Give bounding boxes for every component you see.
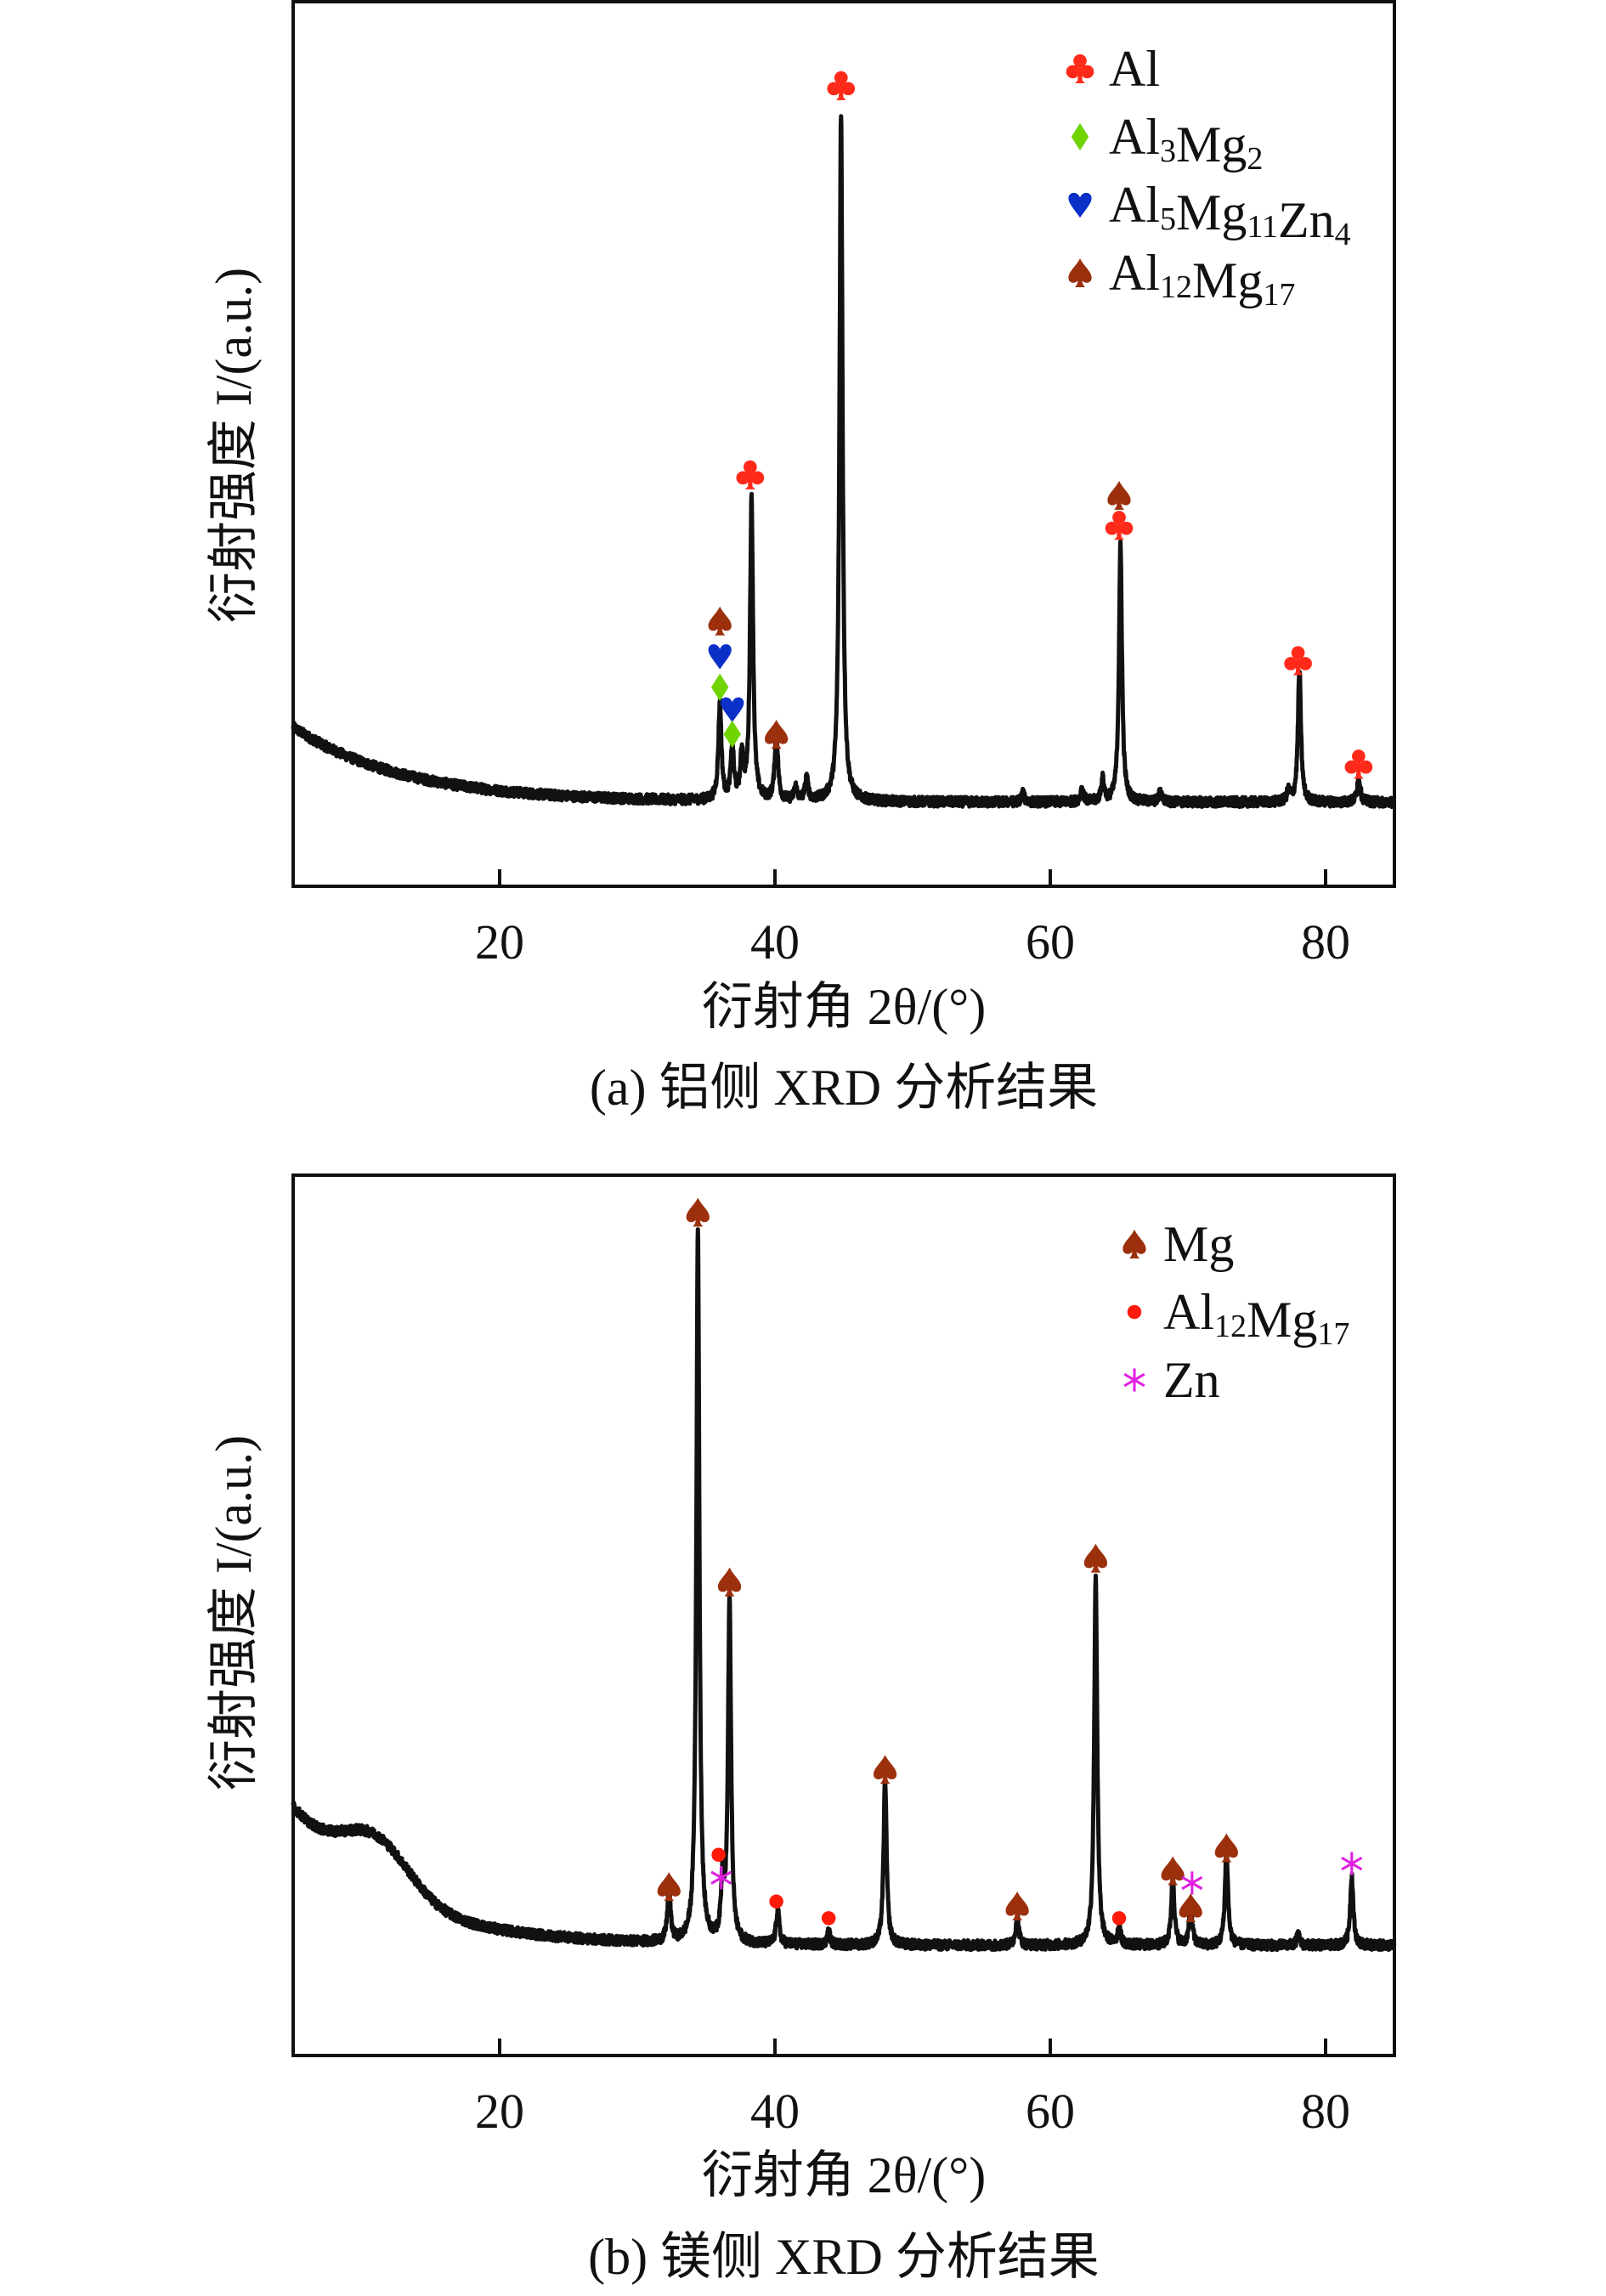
legend-label: Al12Mg17 bbox=[1163, 1284, 1349, 1352]
panel-b-magnesium-side: 衍射强度 I/(a.u.) 衍射角 2θ/(°) (b) 镁侧 XRD 分析结果… bbox=[206, 1173, 1397, 2285]
spade-peak-marker-icon bbox=[657, 1872, 681, 1902]
asterisk-peak-marker-icon bbox=[1341, 1852, 1363, 1875]
x-tick-label: 40 bbox=[750, 2084, 800, 2139]
spade-peak-marker-icon bbox=[686, 1197, 710, 1227]
x-tick-label: 80 bbox=[1301, 2084, 1350, 2139]
x-axis-label: 衍射角 2θ/(°) bbox=[702, 2147, 986, 2203]
x-tick-label: 20 bbox=[475, 914, 524, 970]
spade-peak-marker-icon bbox=[874, 1755, 897, 1784]
spade-peak-marker-icon bbox=[765, 719, 789, 749]
spade-peak-marker-icon bbox=[1107, 480, 1131, 510]
legend-label: Al12Mg17 bbox=[1109, 245, 1295, 313]
spade-peak-marker-icon bbox=[1179, 1892, 1202, 1922]
y-axis-label: 衍射强度 I/(a.u.) bbox=[206, 268, 262, 623]
x-tick-label: 60 bbox=[1026, 914, 1075, 970]
dot-peak-marker-icon bbox=[1111, 1911, 1127, 1926]
plot-frame bbox=[291, 0, 1396, 888]
panel-a-aluminum-side: 衍射强度 I/(a.u.) 衍射角 2θ/(°) (a) 铝侧 XRD 分析结果… bbox=[206, 0, 1397, 1116]
y-axis-label: 衍射强度 I/(a.u.) bbox=[206, 1435, 262, 1790]
spade-peak-marker-icon bbox=[1161, 1856, 1185, 1886]
club-peak-marker-icon bbox=[736, 460, 765, 489]
club-legend-icon bbox=[1066, 54, 1094, 83]
club-peak-marker-icon bbox=[1105, 511, 1134, 540]
legend-label: Zn bbox=[1163, 1352, 1220, 1408]
heart-legend-icon bbox=[1068, 192, 1092, 218]
diamond-peak-marker-icon bbox=[711, 673, 729, 701]
dot-peak-marker-icon bbox=[711, 1847, 726, 1863]
x-tick-label: 40 bbox=[750, 914, 800, 970]
asterisk-legend-icon bbox=[1123, 1368, 1145, 1392]
legend-label: Mg bbox=[1163, 1216, 1234, 1272]
dot-peak-marker-icon bbox=[769, 1894, 783, 1909]
legend-label: Al3Mg2 bbox=[1109, 109, 1263, 177]
diamond-peak-marker-icon bbox=[723, 720, 741, 749]
panel-caption: (b) 镁侧 XRD 分析结果 bbox=[588, 2229, 1100, 2285]
panel-caption: (a) 铝侧 XRD 分析结果 bbox=[590, 1060, 1098, 1116]
diamond-legend-icon bbox=[1071, 122, 1089, 151]
x-tick-label: 60 bbox=[1026, 2084, 1075, 2139]
club-peak-marker-icon bbox=[827, 71, 856, 100]
spade-legend-icon bbox=[1123, 1230, 1146, 1258]
x-tick-label: 80 bbox=[1301, 914, 1350, 970]
spade-peak-marker-icon bbox=[1005, 1891, 1029, 1920]
asterisk-peak-marker-icon bbox=[710, 1866, 732, 1890]
dot-legend-icon bbox=[1127, 1304, 1142, 1320]
x-axis-label: 衍射角 2θ/(°) bbox=[702, 979, 986, 1035]
legend-label: Al5Mg11Zn4 bbox=[1109, 177, 1351, 252]
xrd-pattern-line bbox=[291, 114, 1397, 810]
dot-peak-marker-icon bbox=[821, 1911, 836, 1926]
club-peak-marker-icon bbox=[1344, 749, 1373, 779]
heart-peak-marker-icon bbox=[721, 697, 744, 723]
spade-peak-marker-icon bbox=[717, 1567, 742, 1597]
heart-peak-marker-icon bbox=[708, 644, 732, 670]
spade-peak-marker-icon bbox=[1083, 1543, 1108, 1573]
spade-peak-marker-icon bbox=[708, 606, 732, 636]
x-tick-label: 20 bbox=[475, 2084, 524, 2139]
spade-legend-icon bbox=[1068, 258, 1092, 287]
asterisk-peak-marker-icon bbox=[1181, 1871, 1203, 1895]
club-peak-marker-icon bbox=[1284, 646, 1312, 676]
spade-peak-marker-icon bbox=[1214, 1833, 1238, 1863]
plot-frame bbox=[291, 1173, 1396, 2057]
legend-label: Al bbox=[1109, 41, 1160, 97]
xrd-pattern-line bbox=[291, 1227, 1397, 1953]
